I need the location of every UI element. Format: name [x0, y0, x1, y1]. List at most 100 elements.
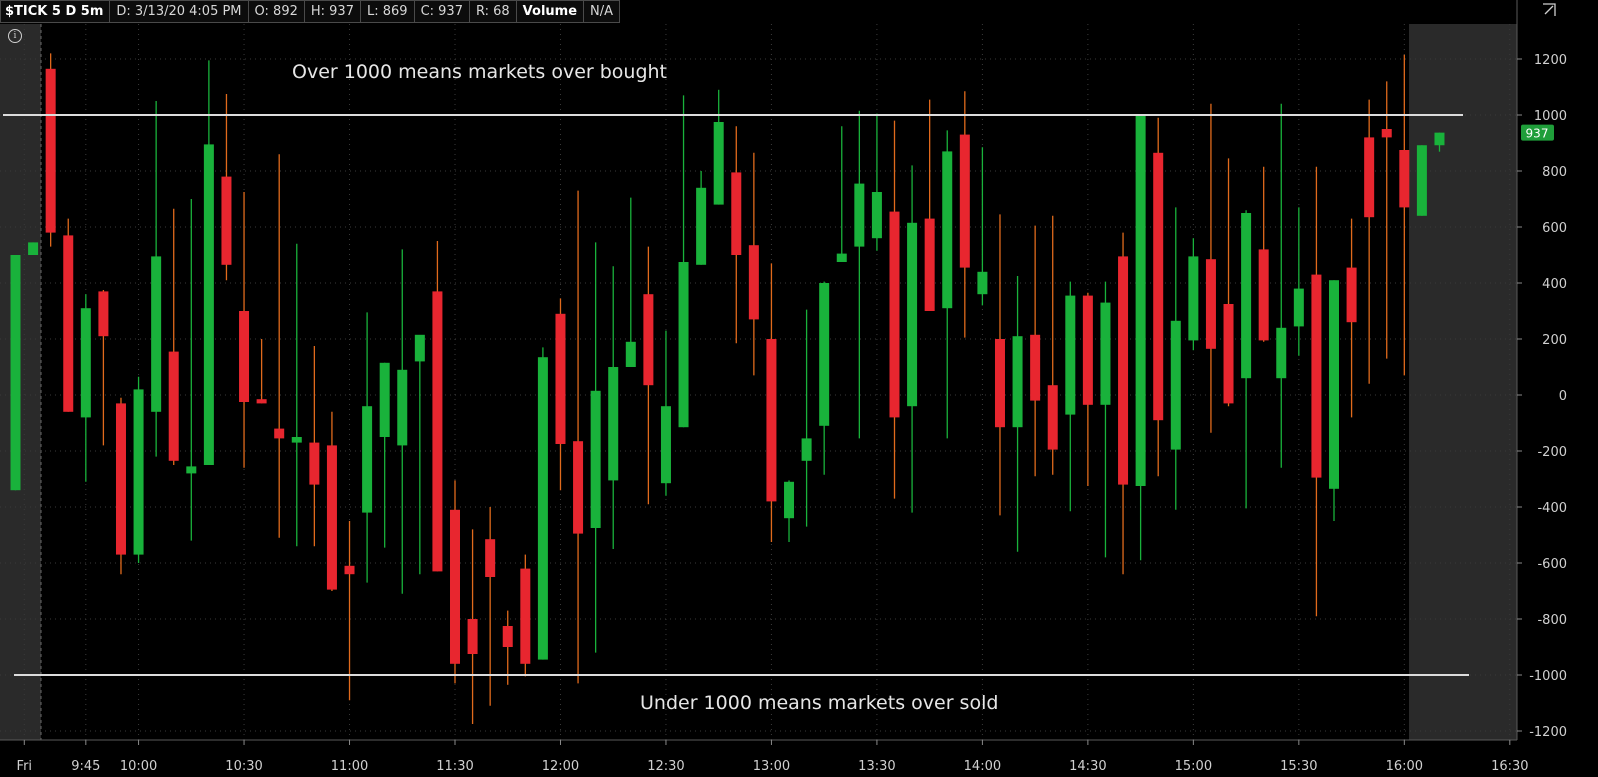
x-tick-label: 16:00 — [1386, 759, 1423, 774]
candle-body — [1188, 256, 1199, 341]
candle — [625, 197, 636, 367]
chart-grid — [0, 0, 1518, 741]
candle — [590, 242, 601, 653]
candle — [819, 281, 830, 475]
candle — [942, 130, 953, 439]
candle-body — [801, 438, 812, 461]
candle-body — [28, 242, 39, 255]
candle — [537, 347, 548, 660]
candle-body — [291, 437, 302, 443]
candle — [1346, 218, 1357, 418]
candle — [994, 214, 1005, 516]
candle-body — [1329, 280, 1339, 489]
candle — [1416, 145, 1427, 216]
candle — [45, 53, 56, 247]
candle — [186, 199, 197, 541]
candle — [748, 152, 759, 376]
candle — [344, 521, 355, 701]
candle-body — [1399, 150, 1410, 208]
candle-body — [520, 568, 531, 664]
chart-header: $TICK 5 D 5m D: 3/13/20 4:05 PM O: 892 H… — [0, 0, 621, 23]
volume-value: N/A — [584, 0, 621, 23]
x-tick-label: 10:30 — [225, 759, 262, 774]
candle — [1381, 81, 1392, 359]
lower-annotation-text: Under 1000 means markets over sold — [640, 692, 998, 714]
candle-body — [907, 222, 918, 407]
candle-body — [731, 172, 742, 255]
volume-label: Volume — [516, 0, 585, 23]
candle-body — [924, 218, 935, 311]
candle-body — [80, 308, 91, 418]
candle-body — [573, 441, 584, 534]
candle — [326, 411, 337, 591]
candle-body — [1416, 145, 1427, 216]
x-tick-label: 13:00 — [753, 759, 790, 774]
x-tick-label: 10:00 — [120, 759, 157, 774]
candle — [239, 192, 250, 468]
candle-body — [977, 271, 988, 295]
candle-body — [1223, 304, 1234, 404]
candle-body — [432, 291, 443, 572]
candle — [203, 60, 214, 465]
info-circle-icon[interactable]: i — [8, 29, 22, 43]
x-tick-label: 11:30 — [436, 759, 473, 774]
candle-body — [1065, 295, 1076, 415]
candle-body — [239, 311, 250, 402]
candle — [784, 480, 795, 542]
candle-body — [889, 211, 900, 418]
candle — [1311, 166, 1322, 617]
x-tick-label: 12:30 — [647, 759, 684, 774]
candle-body — [1293, 288, 1304, 327]
high-readout: H: 937 — [304, 0, 361, 23]
candle — [1205, 103, 1216, 433]
candle-body — [537, 357, 548, 660]
candle-body — [221, 176, 232, 265]
time-axis: Fri 9:45 10:00 10:30 11:00 11:30 12:00 12:30 13:… — [17, 740, 1529, 774]
annotation-levels — [3, 114, 1469, 676]
candle — [256, 339, 267, 404]
candle-body — [344, 565, 355, 575]
candle-body — [63, 235, 74, 412]
candle — [1135, 115, 1146, 561]
expand-icon[interactable] — [1541, 2, 1557, 18]
symbol-label[interactable]: $TICK 5 D 5m — [0, 0, 111, 23]
candle — [1065, 281, 1076, 512]
y-tick-label: 0 — [1559, 389, 1567, 404]
candle-body — [379, 362, 390, 437]
candle-body — [168, 351, 179, 461]
candle — [1293, 207, 1304, 356]
candle-body — [836, 253, 847, 262]
upper-annotation-text: Over 1000 means markets over bought — [292, 61, 667, 83]
range-readout: R: 68 — [469, 0, 517, 23]
x-tick-label: 14:00 — [964, 759, 1001, 774]
candle — [1399, 54, 1410, 376]
candle-body — [502, 626, 513, 647]
candle-body — [590, 390, 601, 528]
candle — [1241, 210, 1252, 509]
candle — [1258, 166, 1269, 342]
candle-body — [397, 369, 408, 446]
candle-body — [766, 339, 777, 502]
candle-body — [362, 406, 373, 513]
candle-body — [1012, 336, 1023, 428]
candle — [10, 255, 21, 491]
candle-body — [1258, 249, 1269, 341]
candle — [643, 246, 654, 505]
candle-body — [186, 466, 197, 474]
candle — [924, 99, 935, 311]
candle-body — [98, 291, 109, 337]
candle-body — [643, 294, 654, 386]
candle-body — [1205, 259, 1216, 349]
candle-body — [784, 481, 795, 519]
candle-body — [555, 313, 566, 444]
candle — [221, 94, 232, 281]
y-tick-label: -600 — [1537, 557, 1567, 572]
date-readout: D: 3/13/20 4:05 PM — [110, 0, 249, 23]
low-readout: L: 869 — [360, 0, 415, 23]
y-tick-label: 600 — [1542, 221, 1567, 236]
candle-body — [414, 334, 425, 362]
x-tick-label: 9:45 — [71, 759, 100, 774]
candle — [520, 554, 531, 677]
